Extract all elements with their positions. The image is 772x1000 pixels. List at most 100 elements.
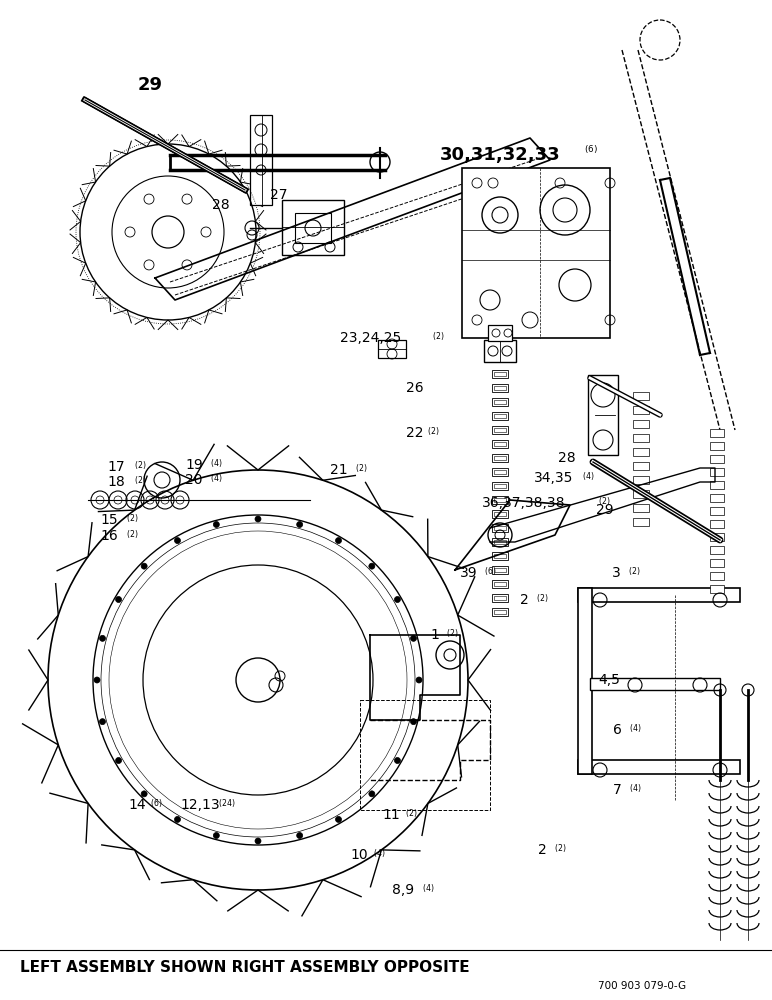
Polygon shape	[155, 138, 550, 300]
Bar	[710, 572, 724, 580]
Text: 23,24,25: 23,24,25	[340, 331, 401, 345]
Bar	[494, 554, 506, 558]
Bar	[710, 494, 724, 502]
Bar	[492, 482, 508, 490]
Bar	[494, 484, 506, 488]
Text: $^{(2)}$: $^{(2)}$	[134, 477, 147, 487]
Bar	[492, 510, 508, 518]
Bar	[488, 325, 512, 341]
Circle shape	[174, 816, 181, 822]
Text: 7: 7	[613, 783, 621, 797]
Text: LEFT ASSEMBLY SHOWN RIGHT ASSEMBLY OPPOSITE: LEFT ASSEMBLY SHOWN RIGHT ASSEMBLY OPPOS…	[20, 960, 469, 976]
Text: 21: 21	[330, 463, 347, 477]
Bar	[492, 552, 508, 560]
Bar	[492, 580, 508, 588]
Bar	[492, 398, 508, 406]
Bar	[633, 504, 649, 512]
Text: $^{(6)}$: $^{(6)}$	[150, 800, 162, 810]
Bar	[484, 340, 516, 362]
Text: 18: 18	[107, 475, 125, 489]
Text: 2: 2	[538, 843, 547, 857]
Bar	[633, 392, 649, 400]
Text: $^{(2)}$: $^{(2)}$	[598, 498, 611, 508]
Bar	[633, 448, 649, 456]
Bar	[710, 455, 724, 463]
Text: $^{(4)}$: $^{(4)}$	[210, 460, 222, 470]
Circle shape	[296, 521, 303, 527]
Circle shape	[213, 521, 219, 527]
Text: 6: 6	[613, 723, 622, 737]
Bar	[590, 678, 720, 690]
Bar	[492, 608, 508, 616]
Text: 12,13: 12,13	[180, 798, 219, 812]
Bar	[710, 468, 724, 476]
Text: $^{(2)}$: $^{(2)}$	[628, 568, 641, 578]
Text: 15: 15	[100, 513, 117, 527]
Bar	[492, 370, 508, 378]
Circle shape	[100, 719, 106, 725]
Circle shape	[255, 838, 261, 844]
Bar	[494, 400, 506, 404]
Bar	[494, 442, 506, 446]
Text: $^{(4)}$: $^{(4)}$	[422, 885, 435, 895]
Text: 700 903 079-0-G: 700 903 079-0-G	[598, 981, 686, 991]
Bar	[492, 426, 508, 434]
Bar	[494, 470, 506, 474]
Circle shape	[141, 563, 147, 569]
Circle shape	[116, 596, 121, 602]
Bar	[494, 596, 506, 600]
Circle shape	[336, 816, 341, 822]
Text: 10: 10	[350, 848, 367, 862]
Bar	[492, 594, 508, 602]
Text: $^{(4)}$: $^{(4)}$	[373, 850, 385, 860]
Bar	[710, 520, 724, 528]
Bar	[494, 386, 506, 390]
Text: 27: 27	[270, 188, 287, 202]
Text: $^{(2)}$: $^{(2)}$	[554, 845, 567, 855]
Bar	[492, 496, 508, 504]
Bar	[494, 582, 506, 586]
Bar	[578, 588, 592, 774]
Bar	[633, 518, 649, 526]
Text: 36,37,38,38: 36,37,38,38	[482, 496, 566, 510]
Text: 3: 3	[612, 566, 621, 580]
Text: $^{(2)}$: $^{(2)}$	[355, 465, 367, 475]
Bar	[492, 440, 508, 448]
Bar	[492, 468, 508, 476]
Bar	[494, 610, 506, 614]
Text: $^{(4)}$: $^{(4)}$	[629, 725, 642, 735]
Circle shape	[94, 677, 100, 683]
Text: 1: 1	[430, 628, 438, 642]
Circle shape	[369, 791, 375, 797]
Bar	[492, 384, 508, 392]
Bar	[710, 442, 724, 450]
Text: $^{(2)}$: $^{(2)}$	[126, 531, 138, 541]
Bar	[494, 568, 506, 572]
Bar	[633, 462, 649, 470]
Bar	[633, 420, 649, 428]
Text: $^{(24)}$: $^{(24)}$	[218, 800, 235, 810]
Bar	[494, 414, 506, 418]
Text: 19: 19	[185, 458, 203, 472]
Text: $^{(2)}$: $^{(2)}$	[536, 595, 548, 605]
Circle shape	[296, 833, 303, 839]
Bar	[633, 406, 649, 414]
Text: 22: 22	[406, 426, 424, 440]
Text: 11: 11	[382, 808, 400, 822]
Bar	[282, 200, 344, 255]
Bar	[492, 566, 508, 574]
Text: 20: 20	[185, 473, 202, 487]
Circle shape	[394, 758, 401, 764]
Bar	[494, 428, 506, 432]
Bar	[494, 526, 506, 530]
Bar	[250, 115, 272, 205]
Text: $^{(4)}$: $^{(4)}$	[210, 475, 222, 485]
Bar	[492, 538, 508, 546]
Bar	[710, 429, 724, 437]
Circle shape	[369, 563, 375, 569]
Circle shape	[394, 596, 401, 602]
Bar	[633, 476, 649, 484]
Bar	[710, 507, 724, 515]
Bar	[462, 168, 610, 338]
Text: 16: 16	[100, 529, 118, 543]
